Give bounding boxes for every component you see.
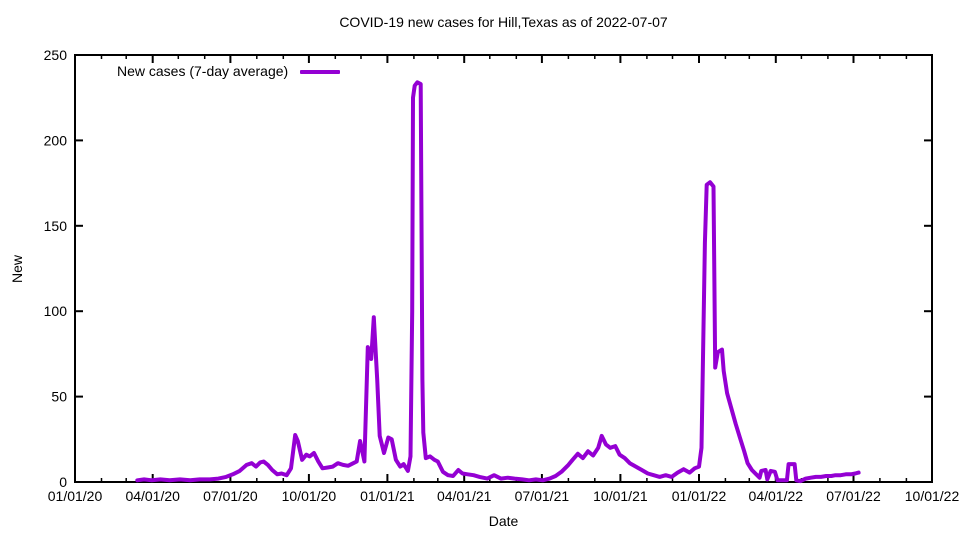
svg-text:10/01/21: 10/01/21 xyxy=(593,488,648,504)
svg-text:04/01/22: 04/01/22 xyxy=(749,488,804,504)
y-axis-ticks xyxy=(75,54,932,483)
svg-text:250: 250 xyxy=(44,47,68,63)
svg-text:07/01/22: 07/01/22 xyxy=(826,488,881,504)
svg-text:07/01/20: 07/01/20 xyxy=(203,488,258,504)
plot-frame xyxy=(74,54,933,483)
svg-text:100: 100 xyxy=(44,303,68,319)
svg-text:04/01/20: 04/01/20 xyxy=(125,488,180,504)
svg-text:07/01/21: 07/01/21 xyxy=(515,488,570,504)
svg-text:0: 0 xyxy=(59,474,67,490)
chart-title: COVID-19 new cases for Hill,Texas as of … xyxy=(339,14,668,30)
x-axis-title: Date xyxy=(488,513,519,529)
svg-text:10/01/22: 10/01/22 xyxy=(905,488,960,504)
svg-text:01/01/20: 01/01/20 xyxy=(48,488,103,504)
legend-label: New cases (7-day average) xyxy=(117,63,289,79)
legend: New cases (7-day average) xyxy=(117,63,341,79)
svg-text:10/01/20: 10/01/20 xyxy=(282,488,337,504)
x-tick-labels: 01/01/20 04/01/20 07/01/20 10/01/20 01/01/21… xyxy=(48,488,960,504)
svg-text:04/01/21: 04/01/21 xyxy=(437,488,492,504)
y-tick-labels: 0 50 100 150 200 250 xyxy=(44,47,68,490)
x-axis-ticks xyxy=(74,55,933,482)
legend-line-swatch xyxy=(300,69,341,74)
y-axis-title: New xyxy=(9,255,25,284)
series-line xyxy=(135,80,861,484)
svg-text:150: 150 xyxy=(44,218,68,234)
svg-text:01/01/21: 01/01/21 xyxy=(360,488,415,504)
svg-text:50: 50 xyxy=(51,389,67,405)
svg-text:01/01/22: 01/01/22 xyxy=(672,488,727,504)
svg-text:200: 200 xyxy=(44,132,68,148)
